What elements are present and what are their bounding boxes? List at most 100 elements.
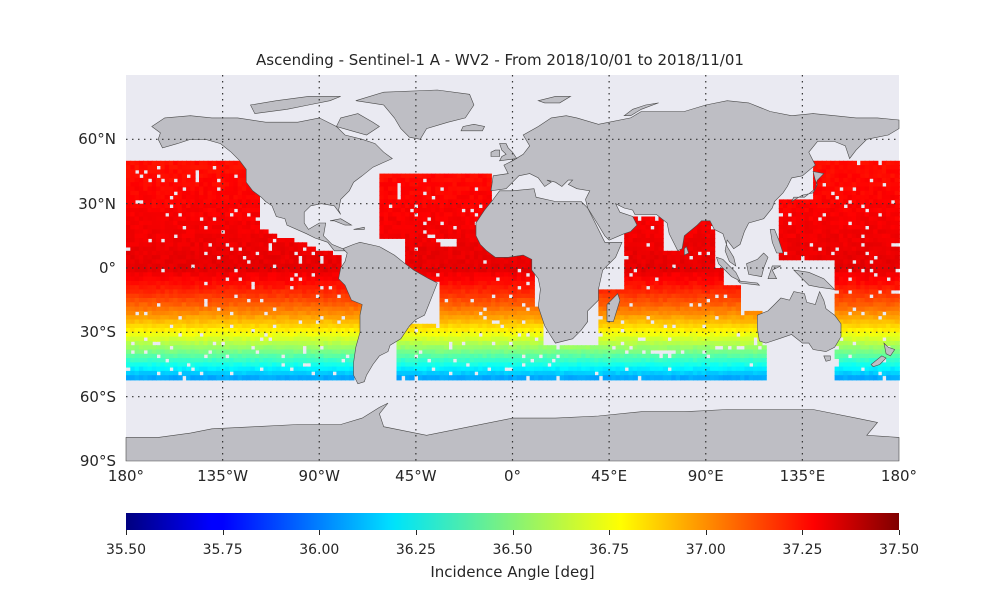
data-cell bbox=[486, 302, 492, 308]
data-cell bbox=[800, 242, 806, 248]
data-cell bbox=[851, 169, 857, 175]
data-cell bbox=[503, 276, 510, 282]
data-cell bbox=[881, 195, 887, 201]
data-cell bbox=[250, 315, 256, 321]
data-cell bbox=[224, 345, 230, 351]
data-cell bbox=[186, 328, 192, 334]
data-cell bbox=[233, 345, 239, 351]
data-cell bbox=[491, 332, 497, 338]
data-cell bbox=[508, 306, 514, 312]
data-cell bbox=[426, 190, 432, 196]
data-cell bbox=[473, 358, 480, 364]
data-cell bbox=[860, 349, 866, 355]
data-cell bbox=[710, 328, 716, 334]
data-cell bbox=[456, 182, 462, 188]
data-cell bbox=[332, 310, 338, 317]
data-cell bbox=[826, 246, 832, 252]
data-cell bbox=[147, 255, 153, 261]
data-cell bbox=[667, 306, 673, 312]
data-cell bbox=[224, 225, 230, 231]
data-cell bbox=[482, 272, 488, 278]
data-cell bbox=[868, 212, 875, 218]
data-cell bbox=[190, 225, 196, 231]
data-cell bbox=[173, 298, 179, 304]
data-cell bbox=[744, 315, 750, 321]
data-cell bbox=[662, 345, 668, 351]
data-cell bbox=[405, 177, 411, 184]
data-cell bbox=[130, 358, 136, 364]
data-cell bbox=[143, 306, 149, 312]
data-cell bbox=[147, 195, 153, 201]
data-cell bbox=[602, 289, 608, 295]
data-cell bbox=[564, 345, 570, 351]
data-cell bbox=[473, 203, 480, 209]
data-cell bbox=[705, 285, 711, 291]
data-cell bbox=[160, 323, 166, 329]
data-cell bbox=[727, 340, 733, 347]
data-cell bbox=[675, 293, 681, 299]
data-cell bbox=[662, 340, 668, 347]
data-cell bbox=[473, 332, 480, 338]
data-cell bbox=[456, 216, 462, 222]
data-cell bbox=[254, 319, 260, 325]
data-cell bbox=[499, 328, 505, 334]
data-cell bbox=[568, 349, 574, 355]
data-cell bbox=[267, 238, 273, 244]
data-cell bbox=[190, 332, 196, 338]
data-cell bbox=[624, 358, 630, 364]
data-cell bbox=[439, 306, 445, 312]
data-cell bbox=[272, 302, 278, 308]
data-cell bbox=[332, 285, 338, 291]
data-cell bbox=[396, 220, 402, 226]
data-cell bbox=[327, 289, 333, 295]
data-cell bbox=[383, 173, 389, 179]
data-cell bbox=[452, 298, 458, 304]
data-cell bbox=[645, 336, 651, 342]
data-cell bbox=[422, 173, 428, 179]
data-cell bbox=[890, 336, 896, 342]
data-cell bbox=[662, 289, 668, 295]
data-cell bbox=[315, 302, 321, 308]
data-cell bbox=[564, 349, 570, 355]
data-cell bbox=[173, 242, 179, 248]
data-cell bbox=[722, 306, 729, 312]
data-cell bbox=[267, 233, 273, 239]
data-cell bbox=[177, 182, 183, 188]
data-cell bbox=[491, 323, 497, 329]
data-cell bbox=[156, 280, 162, 287]
data-cell bbox=[319, 328, 325, 334]
data-cell bbox=[413, 323, 419, 329]
data-cell bbox=[143, 323, 149, 329]
data-cell bbox=[203, 216, 209, 222]
data-cell bbox=[637, 332, 643, 338]
data-cell bbox=[126, 203, 132, 209]
data-cell bbox=[722, 323, 729, 329]
data-cell bbox=[658, 293, 664, 299]
data-cell bbox=[426, 332, 432, 338]
data-cell bbox=[439, 259, 445, 265]
data-cell bbox=[413, 255, 419, 261]
data-cell bbox=[461, 280, 467, 287]
data-cell bbox=[138, 225, 145, 231]
data-cell bbox=[456, 319, 462, 325]
data-cell bbox=[529, 349, 535, 355]
data-cell bbox=[143, 216, 149, 222]
data-cell bbox=[177, 310, 183, 317]
data-cell bbox=[881, 306, 887, 312]
data-cell bbox=[422, 323, 428, 329]
data-cell bbox=[211, 169, 218, 175]
data-cell bbox=[224, 310, 230, 317]
data-cell bbox=[430, 242, 437, 248]
data-cell bbox=[534, 332, 540, 338]
data-cell bbox=[808, 225, 814, 231]
data-cell bbox=[405, 173, 411, 179]
data-cell bbox=[461, 298, 467, 304]
data-cell bbox=[216, 319, 222, 325]
data-cell bbox=[675, 319, 681, 325]
data-cell bbox=[151, 259, 157, 265]
data-cell bbox=[654, 272, 660, 278]
data-cell bbox=[190, 246, 196, 252]
data-cell bbox=[615, 328, 621, 334]
data-cell bbox=[452, 319, 458, 325]
data-cell bbox=[512, 293, 518, 299]
